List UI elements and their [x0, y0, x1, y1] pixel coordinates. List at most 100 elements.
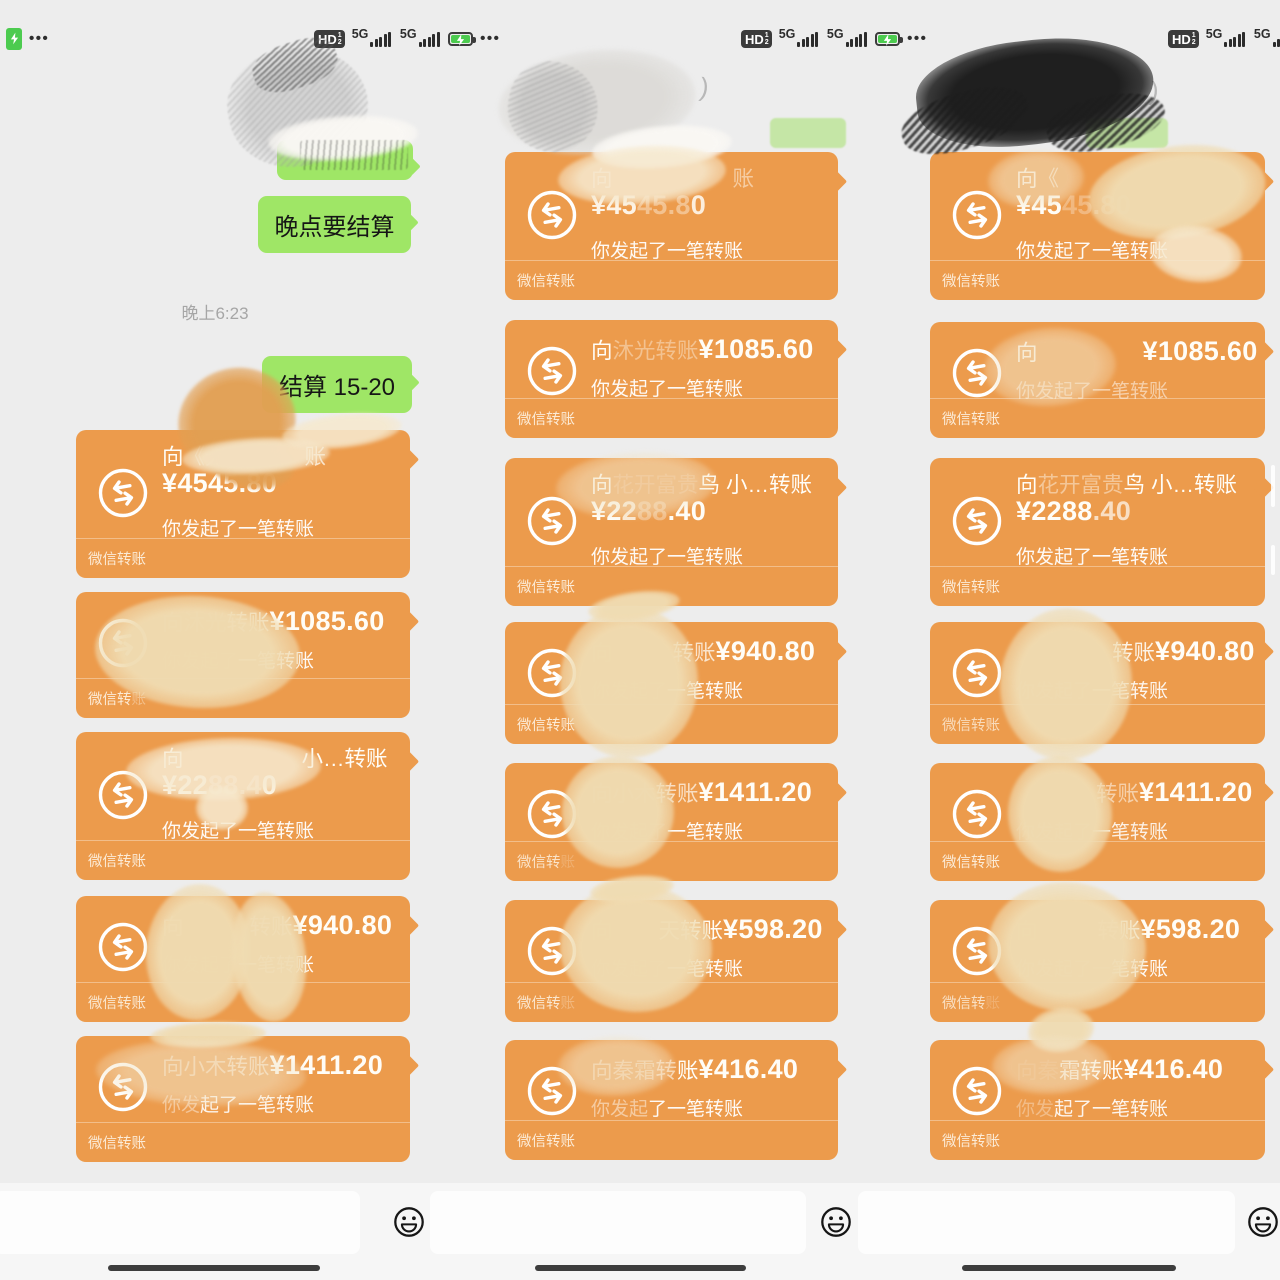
card-divider — [76, 1122, 410, 1123]
card-divider — [76, 982, 410, 983]
card-divider — [930, 398, 1265, 399]
home-indicator[interactable] — [108, 1265, 320, 1271]
transfer-service-label: 微信转账 — [942, 714, 1000, 735]
transfer-card[interactable]: 向 ¥1085.60 你发起了一笔转账 微信转账 — [930, 322, 1275, 438]
emoji-button[interactable] — [392, 1205, 426, 1239]
transfer-arrows-icon — [950, 787, 1004, 846]
card-divider — [76, 840, 410, 841]
text-segment: 微信转 — [517, 996, 561, 1012]
transfer-amount: ¥2288.40 — [1016, 496, 1131, 527]
text-segment: 0 — [690, 190, 707, 220]
transfer-card[interactable]: 向秦霜转账¥416.40 你发起了一笔转账微信转账 — [930, 1040, 1275, 1160]
transfer-card[interactable]: 向小木转账¥1411.20 你发起了一笔转账微信转账 — [505, 763, 848, 881]
message-input[interactable] — [430, 1191, 806, 1254]
text-segment: 微信转账 — [942, 1134, 1000, 1150]
transfer-service-label: 微信转账 — [517, 270, 575, 291]
transfer-arrows-icon — [525, 646, 579, 705]
text-segment: 天 — [658, 919, 681, 943]
text-segment: 向 — [1016, 167, 1038, 191]
text-segment: 你发 — [1016, 1099, 1055, 1120]
text-segment: 你发起了一笔转账 — [162, 519, 315, 540]
card-divider — [505, 566, 838, 567]
text-segment: 你发起了一 — [1016, 959, 1112, 980]
transfer-subtitle: 你发起了一笔转账 — [1016, 1094, 1168, 1121]
text-segment: 向沐光 — [162, 611, 227, 635]
transfer-card[interactable]: 向 转账 ¥940.80 你发起了 一笔转账 微信转账 — [505, 622, 848, 744]
transfer-card[interactable]: 向《无 账 ¥4545.80 你发起了一笔转账 微信转账 — [76, 430, 420, 578]
emoji-button[interactable] — [819, 1205, 853, 1239]
text-segment: 你发起了 — [591, 959, 668, 980]
signal-5g-icon: 5G — [827, 28, 868, 47]
transfer-subtitle: 你发起了一笔转账 — [591, 236, 743, 263]
hd-voice-icon: HD 1 2 — [1168, 30, 1199, 48]
text-segment: ¥2288 — [1016, 496, 1093, 526]
transfer-subtitle: 你发起了一笔转账 — [162, 816, 314, 843]
transfer-subtitle: 你发起了一笔转账 — [1016, 542, 1168, 569]
scrollbar[interactable] — [1271, 545, 1275, 575]
emoji-button[interactable] — [1246, 1205, 1280, 1239]
transfer-subtitle: 你发起了一笔转账 — [162, 646, 314, 673]
home-indicator[interactable] — [962, 1265, 1176, 1271]
text-segment: 微信转账 — [517, 274, 575, 290]
text-segment: 向小木 — [162, 1055, 227, 1079]
status-bar-fragment: ••• — [6, 26, 49, 52]
text-segment: 88 — [636, 496, 668, 526]
transfer-card[interactable]: 向 天转账 ¥598.20 你发起了 一笔转账 微信转账 — [505, 900, 848, 1022]
transfer-card[interactable]: 向 转账 ¥940.80 你发起了 一笔转账 微信转账 — [76, 896, 420, 1022]
text-segment: 转 — [655, 1059, 678, 1083]
transfer-arrows-icon — [525, 494, 579, 553]
message-input[interactable] — [0, 1191, 360, 1254]
text-segment: ¥1411.20 — [1139, 777, 1253, 807]
transfer-service-label: 微信转账 — [517, 992, 575, 1013]
text-segment: 你发起了一笔转账 — [591, 241, 744, 262]
transfer-card[interactable]: 向 小…转账 ¥22 88.4 0 你发起了一笔转账 微信转账 — [76, 732, 420, 880]
bubble-tail — [402, 157, 421, 176]
transfer-card[interactable]: 转账 ¥1411.20 你发起了 一笔转账 微信转账 — [930, 763, 1275, 881]
text-segment: 你发起了 — [1016, 681, 1093, 702]
erased-bubble-remnant — [770, 118, 846, 148]
text-segment: 向 — [1016, 919, 1038, 943]
chat-bubble-sent[interactable]: 结算 15-20 — [262, 356, 420, 413]
transfer-card[interactable]: 向小木转账¥1411.20 你发起了一笔转账微信转账 — [76, 1036, 420, 1162]
transfer-service-label: 微信转账 — [517, 714, 575, 735]
text-segment: 微信转 — [88, 692, 132, 708]
text-segment: ¥1411.20 — [269, 1050, 384, 1080]
text-segment: ¥2 — [591, 496, 622, 526]
transfer-title: 向花开富贵鸟 小…转账 — [591, 468, 830, 499]
text-segment: .40 — [1092, 496, 1132, 526]
transfer-card[interactable]: 向沐光转账¥1085.60 你发起了一笔转账微信转账 — [76, 592, 420, 718]
text-segment: 笔转账 — [1111, 959, 1169, 980]
card-divider — [505, 398, 838, 399]
transfer-subtitle: 你发起了一笔转账 — [162, 514, 314, 541]
message-input[interactable] — [858, 1191, 1235, 1254]
transfer-arrows-icon — [950, 924, 1004, 983]
more-dots-icon: ••• — [907, 29, 928, 47]
transfer-title: 向《 — [1016, 162, 1257, 193]
text-segment: 转账 — [249, 915, 293, 939]
transfer-card[interactable]: 向《 ¥45 45.80 你发起了一笔转账 微信转账 — [930, 152, 1275, 300]
chat-bubble-sent[interactable]: 晚点要结算 — [258, 196, 419, 253]
home-indicator[interactable] — [535, 1265, 746, 1271]
transfer-arrows-icon — [96, 616, 150, 675]
transfer-card[interactable]: 向沐光转账¥1085.60 你发起了一笔转账微信转账 — [505, 320, 848, 438]
transfer-subtitle: 你发起了一笔转账 — [591, 542, 743, 569]
text-segment: ¥416.40 — [698, 1054, 799, 1084]
scrollbar[interactable] — [1271, 465, 1275, 507]
transfer-card[interactable]: 转账 ¥940.80 你发起了 一笔转账 微信转账 — [930, 622, 1275, 744]
transfer-title: 转账 ¥1411.20 — [1016, 777, 1257, 808]
text-segment: ¥45 — [591, 190, 637, 220]
transfer-service-label: 微信转账 — [88, 688, 146, 709]
transfer-card[interactable]: 向转账 ¥598.20 你发起了一 笔转账 微信转账 — [930, 900, 1275, 1022]
card-divider — [930, 841, 1265, 842]
chat-bubble-obscured[interactable] — [277, 140, 421, 180]
transfer-card[interactable]: 向账 ¥45 45.8 0 你发起了一笔转账 微信转账 — [505, 152, 848, 300]
transfer-card[interactable]: 向秦霜转账¥416.40 你发起了一笔转账微信转账 — [505, 1040, 848, 1160]
bubble-text: 晚点要结算 — [274, 214, 395, 241]
text-segment: 账 — [677, 1059, 699, 1083]
transfer-service-label: 微信转账 — [942, 1130, 1000, 1151]
text-segment: 向 — [591, 167, 613, 191]
transfer-arrows-icon — [950, 346, 1004, 405]
